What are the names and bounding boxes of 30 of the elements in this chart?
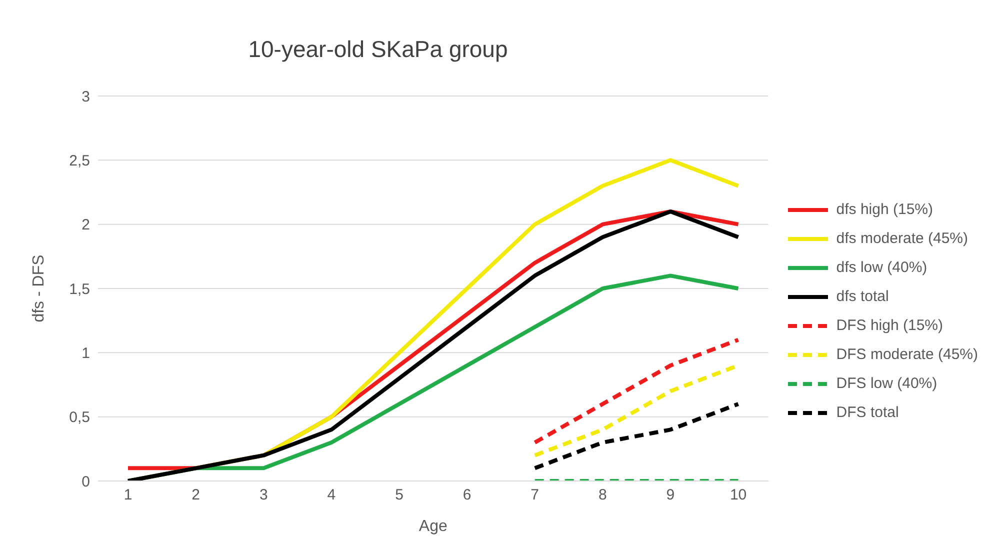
line-series — [532, 338, 740, 444]
y-tick-label: 0,5 — [69, 409, 90, 426]
x-tick-label: 6 — [462, 486, 472, 504]
x-tick-label: 10 — [730, 486, 747, 504]
legend-label: dfs moderate (45%) — [836, 230, 968, 247]
legend-label: dfs total — [836, 288, 889, 305]
chart-title: 10-year-old SKaPa group — [247, 35, 509, 64]
x-tick-label: 8 — [598, 486, 607, 504]
legend-label: DFS high (15%) — [836, 317, 943, 334]
x-tick-label: 1 — [124, 486, 132, 504]
y-tick-label: 2,5 — [69, 152, 90, 170]
legend-label: DFS low (40%) — [836, 375, 938, 392]
x-tick-label: 9 — [666, 486, 675, 504]
y-tick-label: 0 — [82, 473, 90, 490]
legend-label: dfs low (40%) — [836, 259, 928, 276]
x-tick-label: 5 — [395, 486, 404, 504]
y-tick-label: 1 — [82, 344, 90, 362]
x-axis-title: Age — [418, 518, 448, 535]
line-series — [532, 402, 740, 470]
y-axis-title: dfs - DFS — [30, 254, 48, 322]
y-tick-label: 3 — [82, 88, 90, 106]
legend-label: dfs high (15%) — [836, 201, 933, 218]
x-tick-label: 4 — [327, 486, 336, 504]
x-tick-label: 7 — [530, 486, 540, 504]
legend-label: DFS moderate (45%) — [836, 346, 978, 363]
x-tick-label: 3 — [259, 486, 268, 504]
legend-label: DFS total — [836, 404, 899, 421]
x-tick-label: 2 — [192, 486, 200, 504]
y-tick-label: 2 — [82, 216, 90, 234]
y-tick-label: 1,5 — [69, 280, 90, 298]
